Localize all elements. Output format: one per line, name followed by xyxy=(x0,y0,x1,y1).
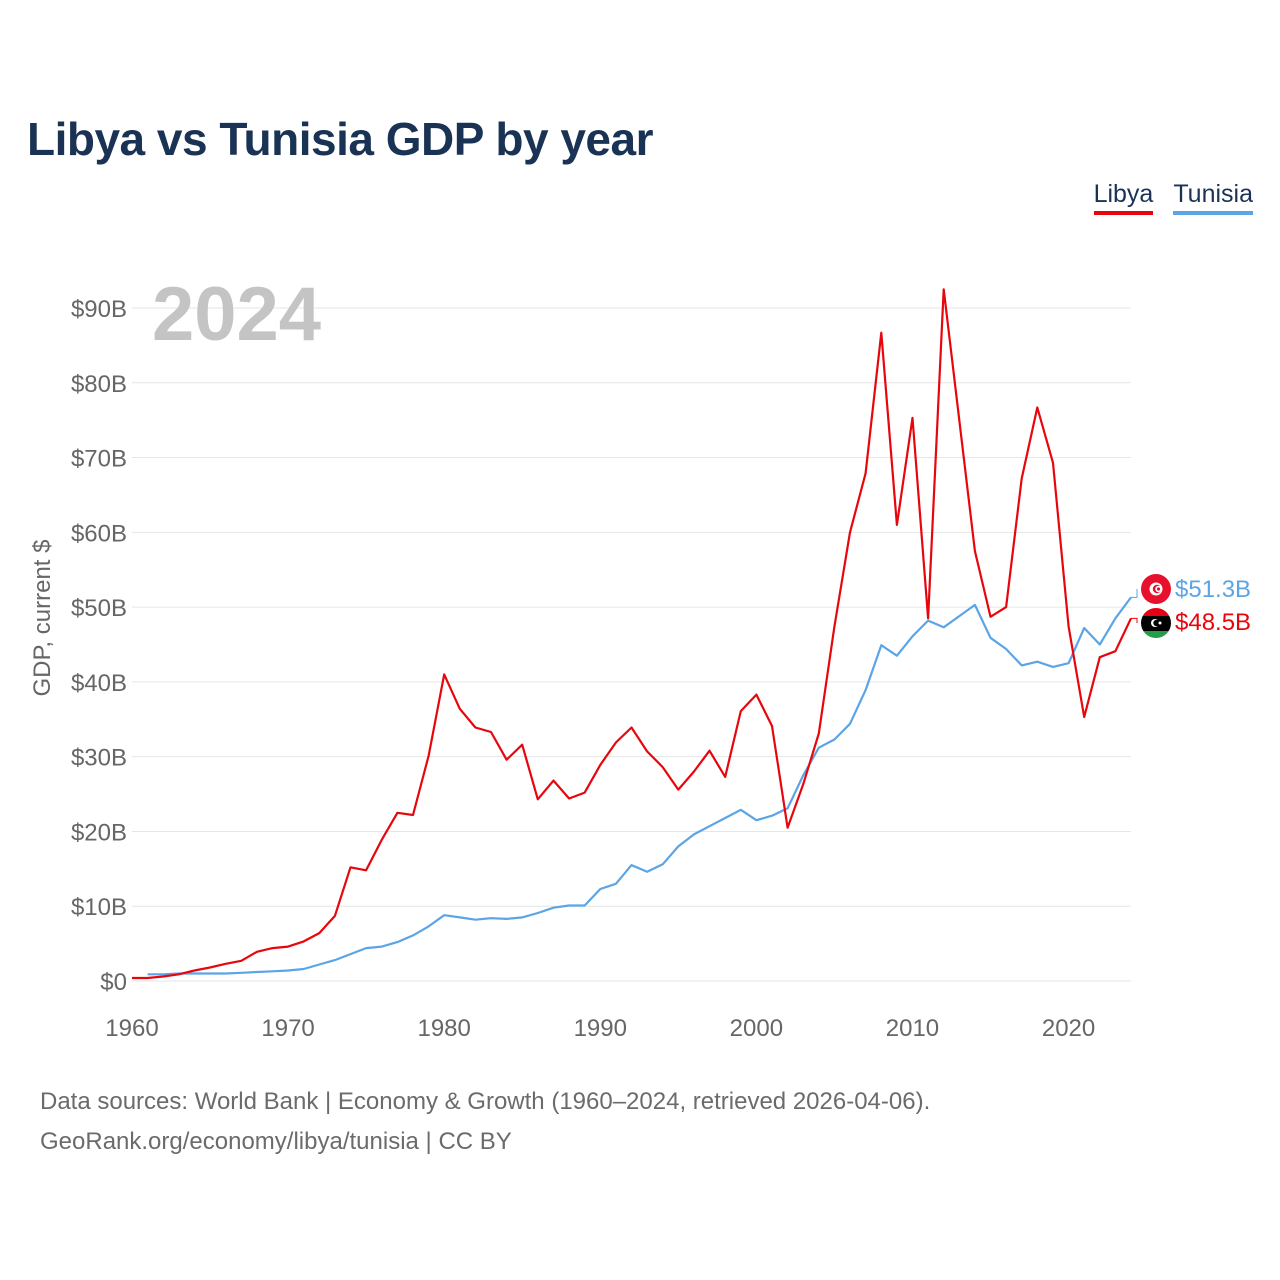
source-line-1: Data sources: World Bank | Economy & Gro… xyxy=(40,1088,931,1115)
legend-item-tunisia[interactable]: Tunisia xyxy=(1173,180,1253,215)
legend-item-libya[interactable]: Libya xyxy=(1093,180,1154,215)
source-line-2[interactable]: GeoRank.org/economy/libya/tunisia | CC B… xyxy=(40,1128,512,1155)
legend: Libya Tunisia xyxy=(1093,180,1253,215)
y-tick-label: $70B xyxy=(71,446,127,473)
source-note: Data sources: World Bank | Economy & Gro… xyxy=(40,1082,930,1162)
x-tick-label: 1980 xyxy=(417,1015,470,1042)
tunisia-flag-star xyxy=(1156,587,1161,591)
y-tick-label: $10B xyxy=(71,894,127,921)
end-markers xyxy=(1131,574,1171,638)
y-tick-label: $50B xyxy=(71,595,127,622)
grid-lines xyxy=(132,307,1131,982)
y-axis-label: GDP, current $ xyxy=(29,540,56,697)
libya-flag-star xyxy=(1158,621,1162,625)
y-tick-label: $80B xyxy=(71,371,127,398)
y-tick-label: $0 xyxy=(100,969,127,996)
x-axis-ticks: 1960 1970 1980 1990 2000 2010 2020 xyxy=(105,1015,1095,1042)
connector-libya xyxy=(1131,617,1138,623)
y-tick-label: $40B xyxy=(71,670,127,697)
series-lines xyxy=(132,288,1132,980)
end-label-tunisia: $51.3B xyxy=(1175,576,1251,603)
end-label-libya: $48.5B xyxy=(1175,609,1251,636)
libya-flag-crescent-cut xyxy=(1153,619,1160,627)
y-tick-label: $60B xyxy=(71,520,127,547)
y-tick-label: $90B xyxy=(71,296,127,323)
year-watermark: 2024 xyxy=(152,272,321,357)
connector-tunisia xyxy=(1131,589,1138,598)
libya-flag-red xyxy=(1141,608,1171,616)
y-axis-ticks: $0 $10B $20B $30B $40B $50B $60B $70B $80B $90B xyxy=(71,296,127,996)
x-tick-label: 1990 xyxy=(574,1015,627,1042)
x-tick-label: 2020 xyxy=(1042,1015,1095,1042)
libya-flag-green xyxy=(1141,631,1171,638)
x-tick-label: 2000 xyxy=(730,1015,783,1042)
x-tick-label: 2010 xyxy=(886,1015,939,1042)
series-line-libya xyxy=(132,288,1132,980)
x-tick-label: 1960 xyxy=(105,1015,158,1042)
page-title: Libya vs Tunisia GDP by year xyxy=(27,113,654,165)
libya-flag-icon xyxy=(1141,608,1171,638)
y-tick-label: $20B xyxy=(71,819,127,846)
y-tick-label: $30B xyxy=(71,745,127,772)
series-line-tunisia xyxy=(147,596,1132,976)
x-tick-label: 1970 xyxy=(261,1015,314,1042)
